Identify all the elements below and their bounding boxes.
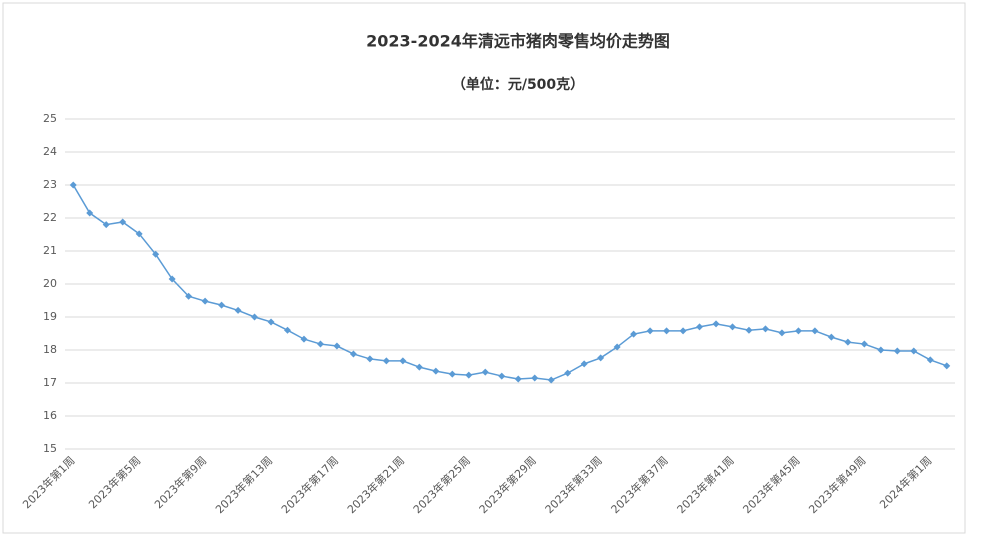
data-point bbox=[564, 369, 572, 377]
y-tick-label: 19 bbox=[43, 310, 57, 323]
data-point bbox=[316, 340, 324, 348]
data-point bbox=[168, 275, 176, 283]
y-tick-label: 22 bbox=[43, 211, 57, 224]
data-point bbox=[102, 221, 110, 229]
data-point bbox=[69, 181, 77, 189]
data-point bbox=[218, 301, 226, 309]
data-point bbox=[745, 326, 753, 334]
y-tick-label: 23 bbox=[43, 178, 57, 191]
data-point bbox=[597, 354, 605, 362]
y-tick-label: 24 bbox=[43, 145, 57, 158]
data-point bbox=[86, 209, 94, 217]
y-tick-label: 21 bbox=[43, 244, 57, 257]
data-point bbox=[860, 340, 868, 348]
chart-subtitle: （单位：元/500克） bbox=[452, 76, 584, 93]
data-point bbox=[926, 356, 934, 364]
data-point bbox=[778, 329, 786, 337]
data-point bbox=[663, 327, 671, 335]
chart-area bbox=[2, 2, 966, 534]
data-point bbox=[152, 250, 160, 258]
data-point bbox=[349, 350, 357, 358]
data-point bbox=[135, 230, 143, 238]
data-point bbox=[498, 372, 506, 380]
data-point bbox=[415, 363, 423, 371]
data-point bbox=[696, 323, 704, 331]
data-point bbox=[465, 371, 473, 379]
data-point bbox=[432, 367, 440, 375]
y-tick-label: 20 bbox=[43, 277, 57, 290]
data-point bbox=[679, 327, 687, 335]
data-point bbox=[761, 325, 769, 333]
data-point bbox=[185, 292, 193, 300]
data-point bbox=[284, 326, 291, 334]
y-tick-label: 18 bbox=[43, 343, 57, 356]
data-point bbox=[910, 347, 918, 355]
data-point bbox=[646, 327, 654, 335]
y-tick-label: 25 bbox=[43, 112, 57, 125]
data-point bbox=[794, 327, 802, 335]
data-point bbox=[613, 343, 621, 351]
data-point bbox=[267, 318, 275, 326]
data-point bbox=[877, 346, 885, 354]
y-tick-label: 16 bbox=[43, 409, 57, 422]
chart-title: 2023-2024年清远市猪肉零售均价走势图 bbox=[366, 32, 670, 51]
data-point bbox=[251, 313, 259, 321]
data-point bbox=[333, 342, 341, 350]
data-point bbox=[119, 218, 127, 226]
data-point bbox=[547, 376, 555, 384]
data-point bbox=[448, 370, 456, 378]
data-point bbox=[300, 335, 308, 343]
data-point bbox=[481, 368, 489, 376]
data-point bbox=[893, 347, 901, 355]
data-point bbox=[712, 320, 720, 328]
data-point bbox=[366, 355, 374, 363]
data-point bbox=[630, 330, 638, 338]
data-point bbox=[531, 374, 539, 382]
data-point bbox=[729, 323, 736, 331]
data-point bbox=[201, 297, 209, 305]
data-point bbox=[399, 357, 407, 365]
data-point bbox=[514, 375, 522, 383]
y-tick-label: 17 bbox=[43, 376, 57, 389]
data-point bbox=[234, 306, 242, 314]
data-point bbox=[827, 333, 835, 341]
data-point bbox=[382, 357, 390, 365]
data-point bbox=[844, 338, 852, 346]
y-tick-label: 15 bbox=[43, 442, 57, 455]
data-point bbox=[811, 327, 819, 335]
data-point bbox=[943, 362, 951, 370]
data-point bbox=[580, 360, 588, 368]
